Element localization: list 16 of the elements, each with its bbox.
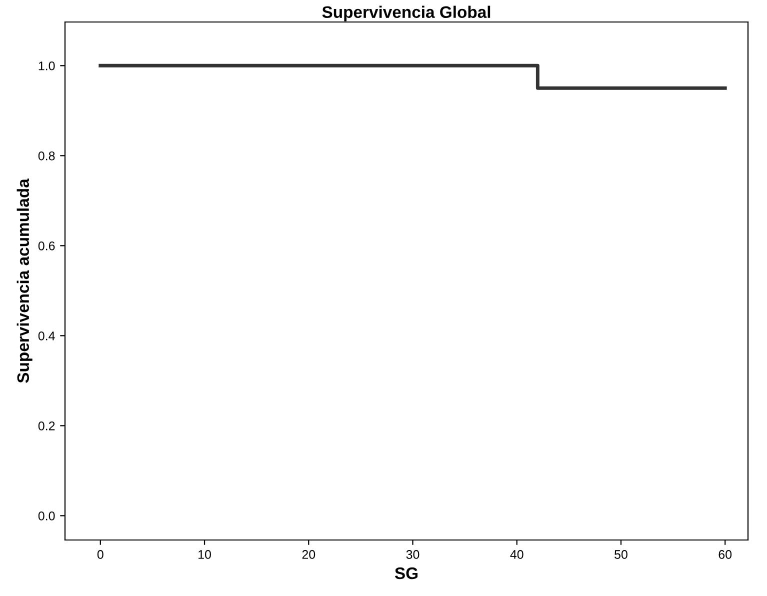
y-tick-label: 0.4 — [38, 331, 55, 340]
y-tick-label: 0.0 — [38, 512, 55, 520]
x-tick-label: 20 — [302, 550, 316, 559]
y-tick-label: 0.8 — [38, 151, 55, 160]
y-tick-label: 1.0 — [38, 61, 55, 70]
y-axis-title: Supervivencia acumulada — [16, 178, 32, 383]
x-tick-label: 0 — [97, 550, 104, 559]
y-tick-label: 0.2 — [38, 421, 55, 430]
chart-title: Supervivencia Global — [322, 6, 490, 22]
x-tick-label: 40 — [510, 550, 524, 559]
x-tick-label: 30 — [406, 550, 420, 559]
x-tick-label: 60 — [718, 550, 732, 559]
x-tick-label: 50 — [614, 550, 628, 559]
x-tick-label: 10 — [198, 550, 211, 559]
y-tick-label: 0.6 — [38, 241, 55, 250]
x-axis-title: SG — [394, 567, 418, 580]
